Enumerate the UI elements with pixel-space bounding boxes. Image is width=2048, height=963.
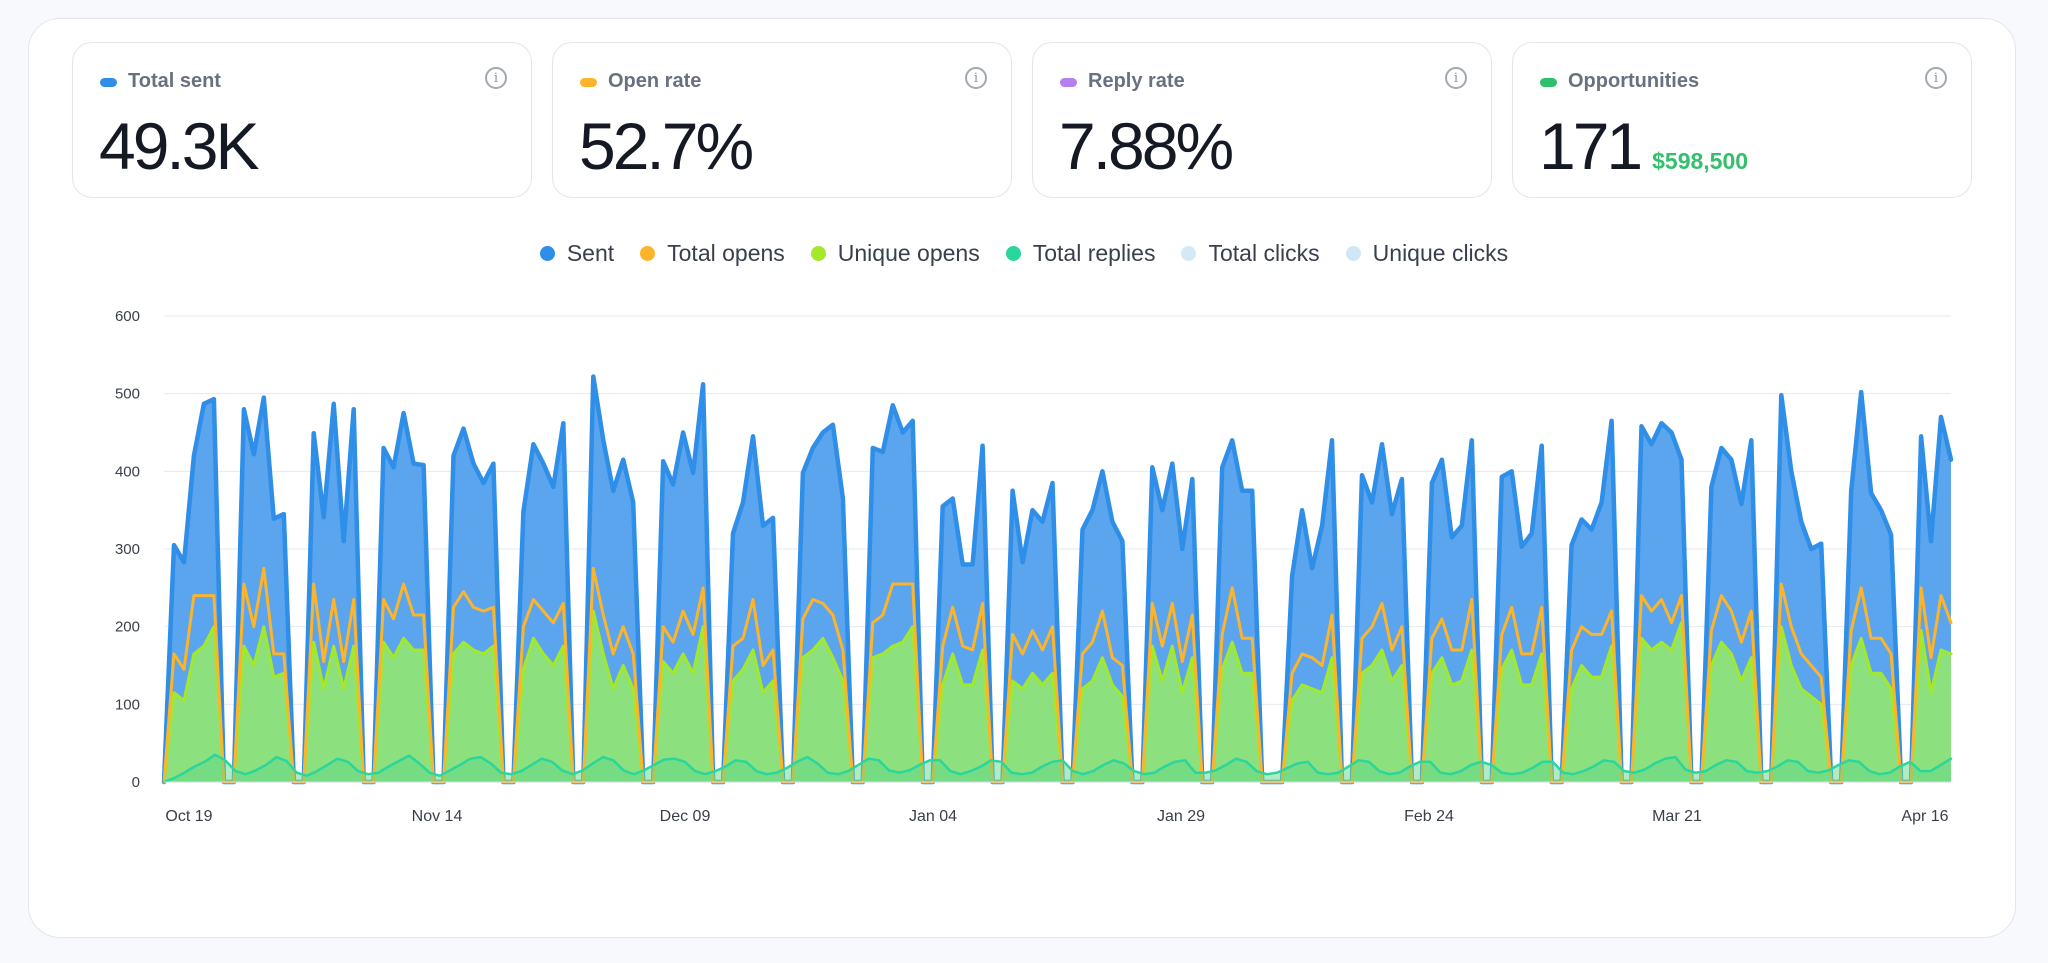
stat-label: Open rate xyxy=(608,70,702,92)
stat-label: Opportunities xyxy=(1568,70,1700,92)
stat-value: 49.3K xyxy=(99,109,259,183)
y-tick-label: 0 xyxy=(132,774,140,791)
stat-label: Reply rate xyxy=(1088,70,1185,92)
x-tick-label: Apr 16 xyxy=(1901,808,1948,825)
stat-cards: Total sent i 49.3K Open rate i 52.7% Rep… xyxy=(44,42,1972,198)
legend-item-total-opens[interactable]: Total opens xyxy=(640,240,785,267)
x-tick-label: Mar 21 xyxy=(1652,808,1702,825)
series-area-unique-opens xyxy=(164,611,1951,782)
x-tick-label: Feb 24 xyxy=(1404,808,1454,825)
open-rate-color-pill xyxy=(580,78,597,87)
info-icon[interactable]: i xyxy=(965,67,987,89)
y-tick-label: 300 xyxy=(115,541,140,558)
opportunities-amount: $598,500 xyxy=(1652,148,1749,174)
stat-label: Total sent xyxy=(128,70,221,92)
reply-rate-color-pill xyxy=(1060,78,1077,87)
y-tick-label: 500 xyxy=(115,386,140,403)
x-tick-label: Jan 04 xyxy=(909,808,957,825)
x-tick-label: Nov 14 xyxy=(412,808,463,825)
x-tick-label: Jan 29 xyxy=(1157,808,1205,825)
x-tick-label: Dec 09 xyxy=(660,808,711,825)
stat-value: 171 $598,500 xyxy=(1539,109,1749,183)
info-icon[interactable]: i xyxy=(1445,67,1467,89)
stat-card-reply-rate: Reply rate i 7.88% xyxy=(1032,42,1492,198)
stat-card-total-sent: Total sent i 49.3K xyxy=(72,42,532,198)
stat-value: 7.88% xyxy=(1059,109,1234,183)
stat-card-opportunities: Opportunities i 171 $598,500 xyxy=(1512,42,1972,198)
legend-dot xyxy=(539,246,555,261)
stat-card-open-rate: Open rate i 52.7% xyxy=(552,42,1012,198)
series-line-sent xyxy=(161,374,1954,785)
legend-item-total-clicks[interactable]: Total clicks xyxy=(1181,240,1320,267)
legend-item-total-replies[interactable]: Total replies xyxy=(1005,240,1155,267)
y-tick-label: 400 xyxy=(115,463,140,480)
opportunities-color-pill xyxy=(1540,78,1557,87)
info-icon[interactable]: i xyxy=(1925,67,1947,89)
y-tick-label: 100 xyxy=(115,696,140,713)
y-tick-label: 600 xyxy=(115,308,140,325)
legend-item-unique-clicks[interactable]: Unique clicks xyxy=(1345,240,1508,267)
legend-dot xyxy=(640,246,656,261)
x-tick-label: Oct 19 xyxy=(165,808,212,825)
stat-value: 52.7% xyxy=(579,109,754,183)
y-tick-label: 200 xyxy=(115,619,140,636)
chart-legend: Sent Total opens Unique opens Total repl… xyxy=(0,240,2048,267)
legend-dot xyxy=(1345,246,1361,261)
activity-area-chart: 0 100 200 300 400 500 600 Oct 19 Nov 14 Dec 09 Jan… xyxy=(115,308,1954,825)
series-line-total-replies xyxy=(162,753,1953,784)
info-icon[interactable]: i xyxy=(485,67,507,89)
legend-item-sent[interactable]: Sent xyxy=(539,240,614,267)
total-sent-color-pill xyxy=(100,78,117,87)
series-area-total-replies xyxy=(164,754,1951,782)
legend-item-unique-opens[interactable]: Unique opens xyxy=(810,240,980,267)
legend-dot xyxy=(1005,246,1021,261)
series-line-total-opens xyxy=(162,566,1953,784)
legend-dot xyxy=(810,246,826,261)
legend-dot xyxy=(1181,246,1197,261)
